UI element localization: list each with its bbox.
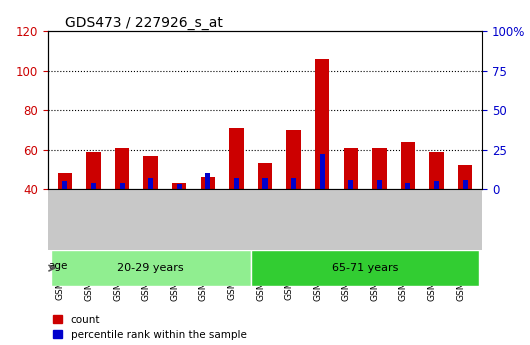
- Bar: [377, 180, 382, 189]
- Bar: [201, 177, 215, 189]
- Bar: [172, 183, 187, 189]
- Bar: [120, 183, 125, 189]
- Bar: [251, 250, 480, 286]
- Text: GDS473 / 227926_s_at: GDS473 / 227926_s_at: [65, 16, 223, 30]
- Text: age: age: [48, 261, 68, 271]
- Bar: [63, 181, 67, 189]
- Bar: [176, 184, 182, 189]
- Bar: [405, 183, 410, 189]
- Bar: [262, 178, 268, 189]
- Bar: [291, 178, 296, 189]
- Bar: [258, 164, 272, 189]
- Bar: [50, 250, 251, 286]
- Bar: [320, 154, 325, 189]
- Legend: count, percentile rank within the sample: count, percentile rank within the sample: [53, 315, 246, 340]
- Bar: [91, 183, 96, 189]
- Text: 65-71 years: 65-71 years: [332, 263, 398, 273]
- Bar: [429, 151, 444, 189]
- Bar: [434, 181, 439, 189]
- Bar: [86, 151, 101, 189]
- Bar: [229, 128, 244, 189]
- Bar: [315, 59, 329, 189]
- Bar: [144, 156, 158, 189]
- Bar: [148, 178, 153, 189]
- Bar: [234, 178, 239, 189]
- Bar: [343, 148, 358, 189]
- Bar: [286, 130, 301, 189]
- Bar: [348, 180, 354, 189]
- Bar: [58, 173, 72, 189]
- Bar: [115, 148, 129, 189]
- Bar: [458, 165, 472, 189]
- Bar: [372, 148, 386, 189]
- Bar: [205, 173, 210, 189]
- Bar: [463, 180, 467, 189]
- Text: 20-29 years: 20-29 years: [117, 263, 184, 273]
- Bar: [401, 142, 415, 189]
